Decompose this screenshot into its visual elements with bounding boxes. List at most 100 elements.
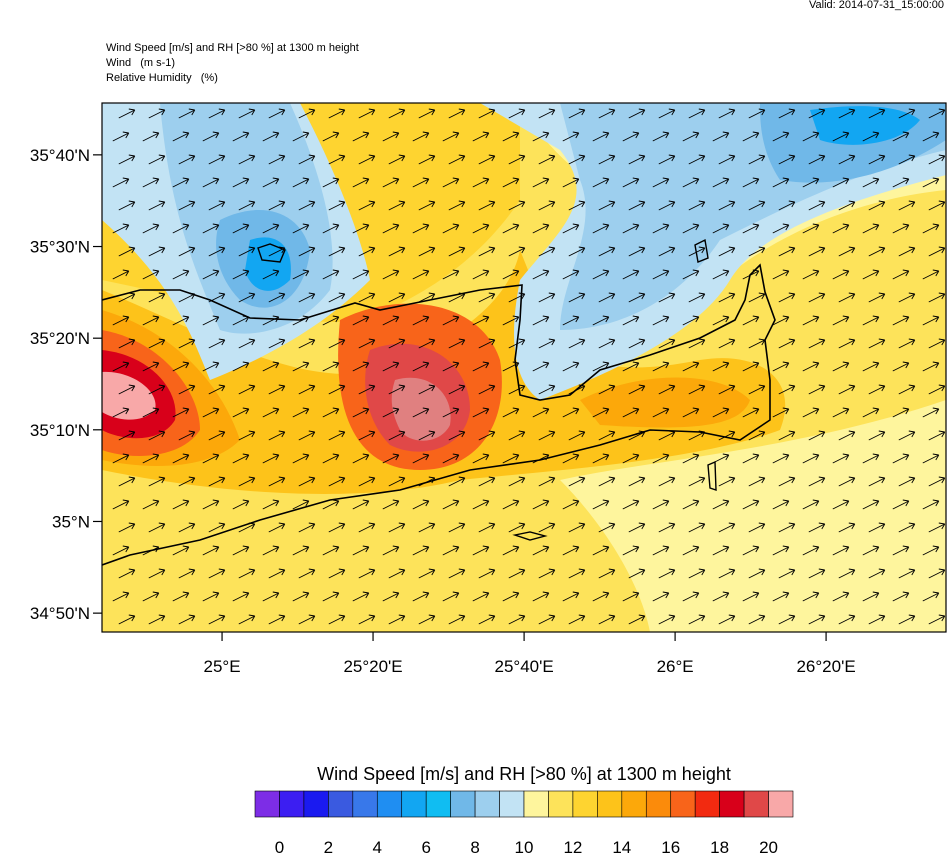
wind-arrow	[118, 430, 136, 441]
wind-arrow	[892, 407, 910, 418]
wind-arrow	[868, 108, 886, 119]
wind-arrow	[652, 407, 670, 418]
wind-arrow	[532, 591, 550, 602]
wind-arrow	[778, 246, 796, 257]
wind-arrow	[688, 338, 706, 349]
wind-arrow	[802, 591, 820, 602]
wind-arrow	[628, 200, 646, 211]
wind-arrow	[928, 108, 946, 119]
wind-arrow	[748, 476, 766, 487]
wind-arrow	[118, 384, 136, 395]
wind-arrow	[232, 269, 250, 280]
wind-arrow	[508, 154, 526, 165]
wind-arrow	[592, 453, 610, 464]
wind-arrow	[682, 591, 700, 602]
wind-arrow	[688, 522, 706, 533]
wind-arrow	[748, 108, 766, 119]
map-title: Wind Speed [m/s] and RH [>80 %] at 1300 …	[106, 42, 359, 54]
wind-arrow	[592, 545, 610, 556]
wind-arrow	[118, 154, 136, 165]
wind-arrow	[502, 499, 520, 510]
wind-arrow	[412, 269, 430, 280]
wind-arrow	[238, 476, 256, 487]
wind-arrow	[532, 407, 550, 418]
wind-arrow	[298, 154, 316, 165]
wind-arrow	[898, 200, 916, 211]
wind-arrow	[172, 177, 190, 188]
wind-arrow	[658, 430, 676, 441]
wind-arrow	[508, 292, 526, 303]
wind-arrow	[232, 499, 250, 510]
wind-arrow	[358, 522, 376, 533]
wind-arrow	[868, 614, 886, 625]
wind-arrow	[292, 131, 310, 142]
wind-arrow	[472, 361, 490, 372]
wind-arrow	[742, 591, 760, 602]
wind-arrow	[328, 384, 346, 395]
wind-arrow	[268, 338, 286, 349]
wind-arrow	[592, 315, 610, 326]
wind-arrow	[142, 499, 160, 510]
wind-arrow	[388, 292, 406, 303]
wind-arrow	[538, 384, 556, 395]
wind-arrow	[478, 108, 496, 119]
wind-arrow	[802, 453, 820, 464]
wind-arrow	[142, 131, 160, 142]
wind-arrow	[652, 269, 670, 280]
wind-arrow	[568, 154, 586, 165]
wind-arrow	[532, 545, 550, 556]
wind-arrow	[328, 338, 346, 349]
wind-arrow	[538, 430, 556, 441]
wind-arrow	[892, 453, 910, 464]
wind-arrow	[862, 315, 880, 326]
wind-arrow	[358, 384, 376, 395]
wind-arrow	[178, 200, 196, 211]
wind-arrow	[652, 453, 670, 464]
wind-arrow	[442, 361, 460, 372]
wind-arrow	[568, 292, 586, 303]
wind-arrow	[658, 568, 676, 579]
wind-arrow	[148, 614, 166, 625]
wind-arrow	[532, 269, 550, 280]
wind-arrow	[628, 476, 646, 487]
wind-arrow	[202, 591, 220, 602]
wind-arrow	[748, 292, 766, 303]
wind-arrow	[598, 384, 616, 395]
wind-arrow	[652, 361, 670, 372]
wind-arrow	[238, 384, 256, 395]
wind-arrow	[232, 315, 250, 326]
wind-arrow	[898, 430, 916, 441]
wind-arrow	[478, 522, 496, 533]
wind-arrow	[772, 269, 790, 280]
wind-arrow	[502, 177, 520, 188]
wind-arrow	[208, 108, 226, 119]
wind-arrow	[838, 522, 856, 533]
wind-arrow	[562, 407, 580, 418]
wind-arrow	[418, 292, 436, 303]
wind-arrow	[652, 499, 670, 510]
wind-arrow	[808, 614, 826, 625]
wind-arrow	[598, 292, 616, 303]
wind-arrow	[598, 246, 616, 257]
wind-arrow	[142, 223, 160, 234]
wind-arrow	[862, 269, 880, 280]
wind-arrow	[862, 407, 880, 418]
wind-arrow	[502, 453, 520, 464]
wind-arrow	[232, 591, 250, 602]
color-box	[621, 790, 647, 818]
wind-arrow	[838, 338, 856, 349]
wind-arrow	[832, 361, 850, 372]
wind-arrow	[718, 154, 736, 165]
wind-arrow	[532, 499, 550, 510]
wind-arrow	[238, 246, 256, 257]
wind-arrow	[928, 384, 946, 395]
wind-arrow	[592, 407, 610, 418]
wind-arrow	[322, 131, 340, 142]
wind-arrow	[568, 200, 586, 211]
wind-arrow	[892, 223, 910, 234]
wind-arrow	[652, 545, 670, 556]
wind-arrow	[178, 154, 196, 165]
wind-arrow	[442, 453, 460, 464]
wind-arrow	[448, 476, 466, 487]
